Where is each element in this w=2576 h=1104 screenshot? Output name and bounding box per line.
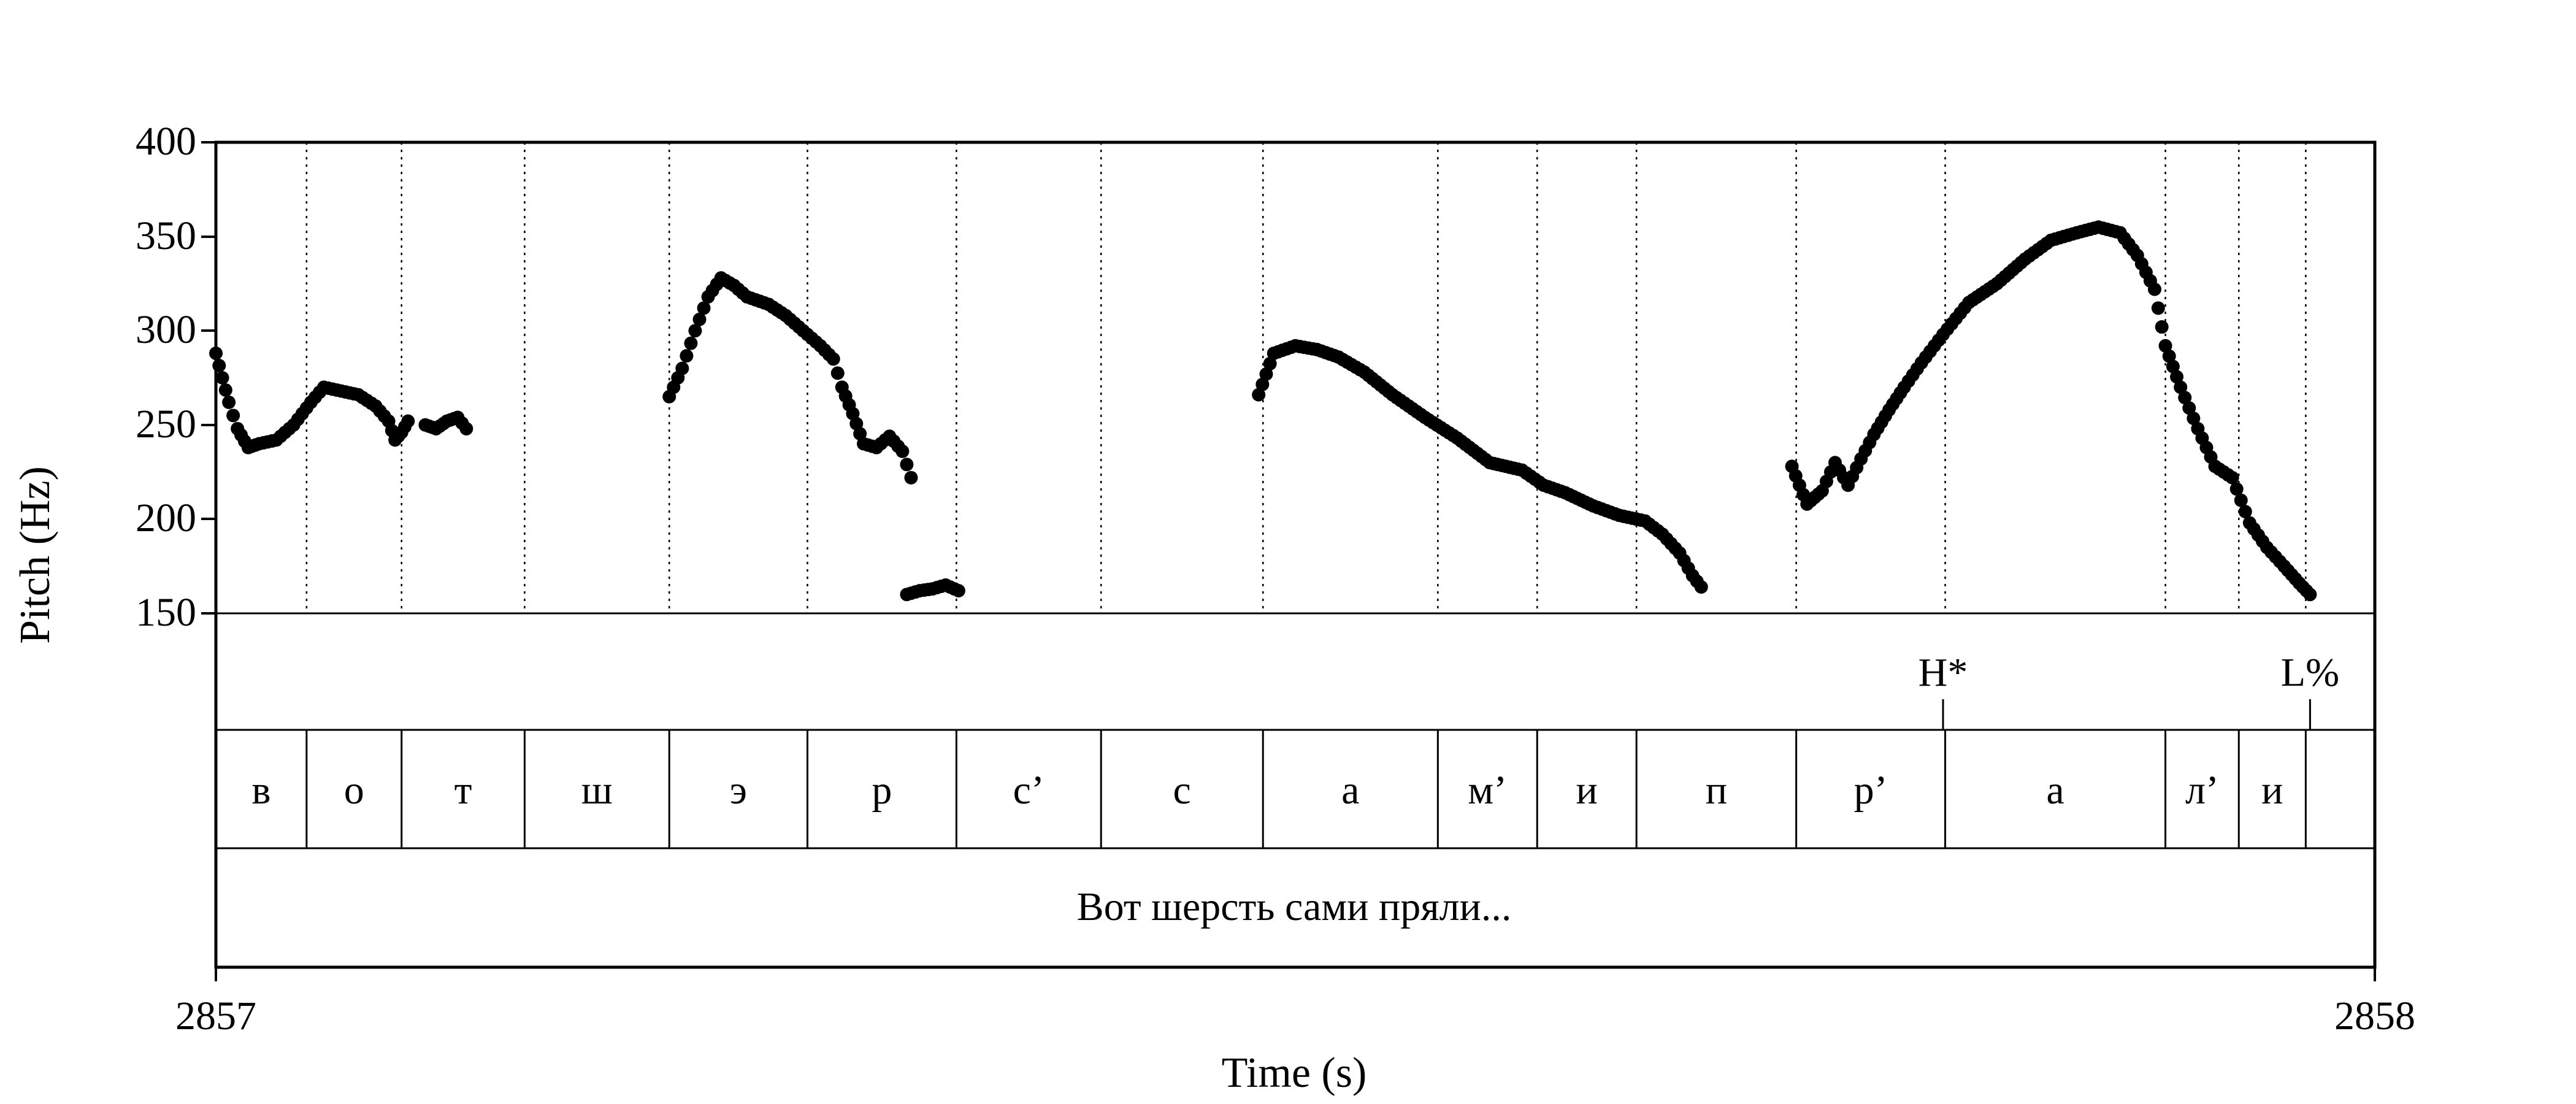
x-axis-title: Time (s) <box>1222 1049 1367 1097</box>
pitch-point <box>951 584 965 598</box>
y-tick-label-300: 300 <box>136 307 196 352</box>
h-star-label: H* <box>1919 650 1968 695</box>
pitch-point <box>2187 412 2201 426</box>
pitch-point <box>1259 367 1273 381</box>
pitch-point <box>2182 401 2196 415</box>
pitch-point <box>2166 359 2180 374</box>
pitch-point <box>826 352 840 366</box>
y-tick-label-350: 350 <box>136 213 196 258</box>
pitch-point <box>900 458 914 472</box>
segment-label: п <box>1706 768 1727 813</box>
segment-label: ш <box>581 768 613 813</box>
pitch-point <box>2303 588 2317 602</box>
segment-label: л’ <box>2185 768 2219 813</box>
pitch-point <box>895 444 910 458</box>
pitch-point <box>2155 320 2169 334</box>
y-tick-label-400: 400 <box>136 119 196 164</box>
segment-label: а <box>1341 768 1359 813</box>
x-tick-label-end: 2858 <box>2334 994 2415 1038</box>
pitch-point <box>675 361 689 375</box>
pitch-point <box>222 395 236 409</box>
x-ticks <box>215 967 2376 981</box>
pitch-point <box>684 336 698 350</box>
pitch-point <box>2162 349 2176 363</box>
pitch-point <box>2174 380 2188 394</box>
sentence-label: Вот шерсть сами пряли... <box>1077 884 1512 929</box>
segment-label: т <box>454 768 472 813</box>
pitch-point <box>2151 301 2165 315</box>
pitch-point <box>459 421 473 435</box>
segment-label: р’ <box>1854 768 1888 813</box>
pitch-point <box>697 301 711 315</box>
segment-labels: в о т ш э р с’ с а м’ и п р’ а л’ и <box>251 768 2283 813</box>
pitch-point <box>904 470 918 485</box>
pitch-point <box>688 324 702 338</box>
pitch-point <box>1255 377 1270 391</box>
pitch-point <box>1252 388 1266 402</box>
y-tick-label-150: 150 <box>136 590 196 635</box>
y-axis-title: Pitch (Hz) <box>12 466 59 644</box>
y-tick-label-200: 200 <box>136 496 196 540</box>
segment-label: и <box>2261 768 2283 813</box>
tone-tier: H* L% <box>1919 650 2339 730</box>
pitch-point <box>692 312 707 326</box>
x-tick-label-start: 2857 <box>175 994 256 1038</box>
pitch-point <box>2178 391 2192 405</box>
pitch-point <box>2147 282 2161 296</box>
pitch-point <box>401 414 415 428</box>
pitch-point <box>680 349 694 363</box>
segment-boundaries <box>305 142 2307 848</box>
pitch-point <box>2234 493 2248 507</box>
pitch-point <box>226 408 240 423</box>
segment-label: с’ <box>1013 768 1045 813</box>
segment-label: с <box>1173 768 1191 813</box>
segment-label: м’ <box>1468 768 1507 813</box>
y-tick-labels: 400 350 300 250 200 150 <box>136 119 196 635</box>
pitch-point <box>2158 339 2172 353</box>
segment-label: а <box>2046 768 2064 813</box>
segment-label: о <box>344 768 364 813</box>
segment-label: в <box>251 768 270 813</box>
pitch-point <box>1263 356 1277 370</box>
pitch-point <box>2238 505 2252 519</box>
pitch-point <box>2170 370 2184 384</box>
y-tick-label-250: 250 <box>136 402 196 447</box>
pitch-point <box>2225 470 2239 485</box>
tier-separators <box>216 612 2375 849</box>
segment-label: и <box>1576 768 1598 813</box>
segment-label: э <box>730 768 747 813</box>
l-percent-label: L% <box>2281 650 2339 695</box>
pitch-point <box>218 383 232 397</box>
pitch-point <box>2229 482 2244 496</box>
y-ticks <box>201 141 216 615</box>
plot-frame <box>214 140 2377 969</box>
pitch-point <box>1694 580 1708 594</box>
pitch-point <box>215 371 229 385</box>
segment-label: р <box>872 768 892 813</box>
pitch-points <box>209 220 2317 602</box>
pitch-point <box>830 366 845 380</box>
